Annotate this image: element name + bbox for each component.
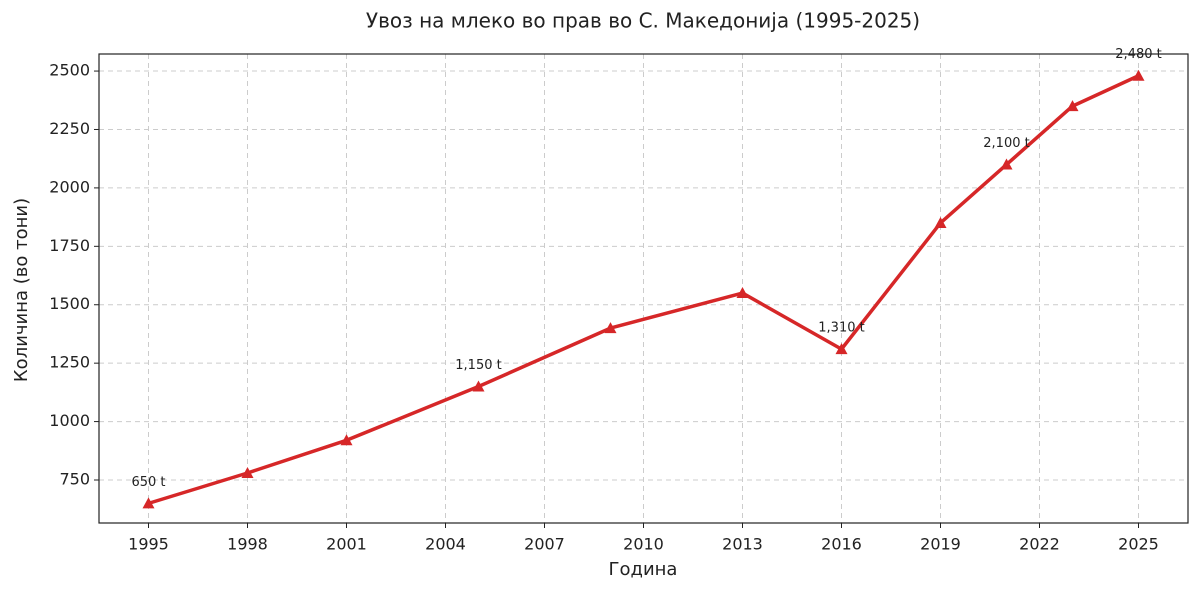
y-tick-label: 750 <box>59 470 90 489</box>
x-tick-label: 2016 <box>821 535 862 554</box>
x-tick-label: 2025 <box>1118 535 1159 554</box>
x-tick-label: 2019 <box>920 535 961 554</box>
y-tick-label: 2000 <box>49 177 90 196</box>
y-tick-label: 1000 <box>49 411 90 430</box>
x-axis-label: Година <box>609 559 678 580</box>
value-label: 650 t <box>131 475 165 490</box>
value-label: 2,100 t <box>983 136 1029 151</box>
data-point <box>736 287 749 299</box>
y-tick-label: 1500 <box>49 294 90 313</box>
x-tick-label: 2022 <box>1019 535 1060 554</box>
data-point <box>340 434 353 446</box>
data-point <box>1000 158 1013 170</box>
plot-frame <box>98 53 1189 524</box>
x-tick-label: 2001 <box>326 535 367 554</box>
data-point <box>835 343 848 355</box>
y-tick-label: 1750 <box>49 236 90 255</box>
y-tick-label: 1250 <box>49 353 90 372</box>
data-point <box>472 380 485 392</box>
value-label: 1,150 t <box>455 358 501 373</box>
data-point <box>142 497 155 509</box>
x-tick-label: 1995 <box>128 535 169 554</box>
x-tick-label: 2010 <box>623 535 664 554</box>
y-axis-label: Количина (во тони) <box>11 198 32 382</box>
value-label: 1,310 t <box>818 321 864 336</box>
data-point <box>1132 69 1145 81</box>
data-point <box>934 216 947 228</box>
y-tick-label: 2500 <box>49 61 90 80</box>
value-label: 2,480 t <box>1115 47 1161 62</box>
chart-title: Увоз на млеко во прав во С. Македонија (… <box>366 9 920 33</box>
x-tick-label: 2004 <box>425 535 466 554</box>
x-tick-label: 2013 <box>722 535 763 554</box>
data-point <box>1066 100 1079 112</box>
data-point <box>604 322 617 334</box>
y-tick-label: 2250 <box>49 119 90 138</box>
data-point <box>241 466 254 478</box>
x-tick-label: 1998 <box>227 535 268 554</box>
x-tick-label: 2007 <box>524 535 565 554</box>
